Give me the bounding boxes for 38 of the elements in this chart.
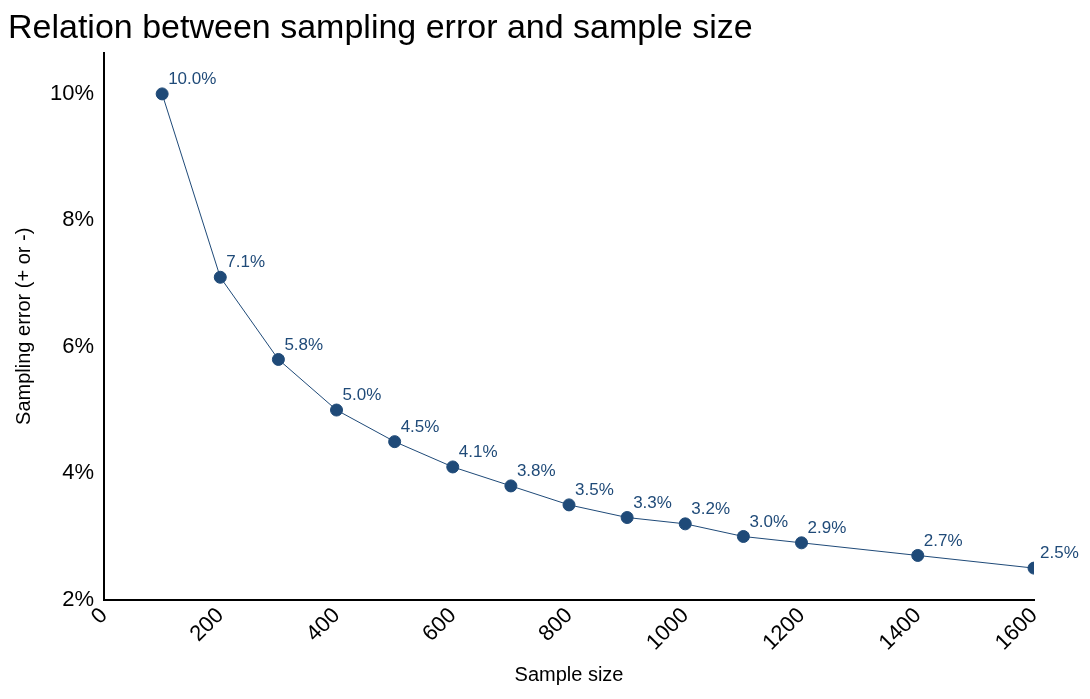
point xyxy=(678,517,692,531)
data-label: 4.5% xyxy=(400,416,440,436)
point xyxy=(446,460,460,474)
data-label: 2.7% xyxy=(923,530,963,550)
x-tick-label: 400 xyxy=(300,602,345,646)
y-axis-title: Sampling error (+ or -) xyxy=(11,227,34,425)
data-label: 4.1% xyxy=(458,442,498,462)
point xyxy=(562,498,576,512)
x-tick-label: 200 xyxy=(184,602,229,646)
x-axis-title: Sample size xyxy=(514,662,624,685)
data-label: 3.0% xyxy=(749,511,789,531)
point xyxy=(388,435,402,449)
data-label: 7.1% xyxy=(226,252,266,272)
point xyxy=(213,270,227,284)
point xyxy=(330,403,344,417)
data-label: 10.0% xyxy=(168,69,217,89)
y-tick-label: 6% xyxy=(62,332,95,358)
point xyxy=(620,511,634,525)
data-label: 5.0% xyxy=(342,385,382,405)
y-tick-label: 8% xyxy=(62,206,95,232)
point xyxy=(155,87,169,101)
point xyxy=(271,352,285,366)
chart-title: Relation between sampling error and sample size xyxy=(8,6,753,45)
point xyxy=(795,536,809,550)
data-label: 3.2% xyxy=(691,499,731,519)
data-label: 2.5% xyxy=(1040,543,1079,563)
data-label: 2.9% xyxy=(807,518,847,538)
data-label: 3.3% xyxy=(633,492,672,512)
y-tick-label: 10% xyxy=(49,79,95,105)
x-tick-label: 800 xyxy=(533,602,577,646)
x-tick-label: 600 xyxy=(416,602,461,646)
point xyxy=(736,530,750,543)
y-tick-label: 4% xyxy=(62,459,95,485)
data-label: 3.8% xyxy=(516,461,556,481)
data-label: 5.8% xyxy=(284,334,324,354)
data-label: 3.5% xyxy=(575,480,614,500)
point xyxy=(911,548,925,562)
point xyxy=(504,479,518,493)
